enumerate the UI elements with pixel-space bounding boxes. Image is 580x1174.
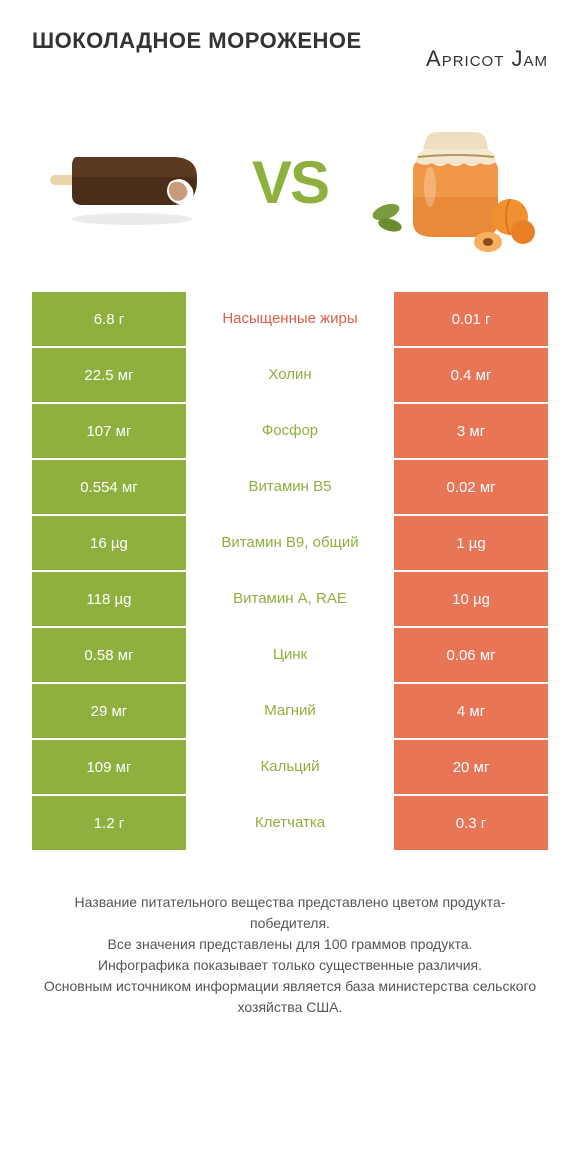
right-value-cell: 0.3 г (394, 796, 548, 852)
left-value-cell: 109 мг (32, 740, 186, 796)
right-value-cell: 0.4 мг (394, 348, 548, 404)
left-value-cell: 1.2 г (32, 796, 186, 852)
left-value-cell: 29 мг (32, 684, 186, 740)
right-value-cell: 3 мг (394, 404, 548, 460)
jam-icon (368, 107, 538, 257)
nutrient-name-cell: Витамин B5 (186, 460, 394, 516)
nutrient-name-cell: Витамин A, RAE (186, 572, 394, 628)
table-row: 0.554 мгВитамин B50.02 мг (32, 460, 548, 516)
left-product-title: ШОКОЛАДНОЕ МОРОЖЕНОЕ (32, 28, 362, 53)
nutrient-name-cell: Фосфор (186, 404, 394, 460)
right-product-title: Apricot Jam (426, 46, 548, 72)
table-row: 22.5 мгХолин0.4 мг (32, 348, 548, 404)
table-row: 118 µgВитамин A, RAE10 µg (32, 572, 548, 628)
right-value-cell: 0.02 мг (394, 460, 548, 516)
table-row: 29 мгМагний4 мг (32, 684, 548, 740)
table-row: 0.58 мгЦинк0.06 мг (32, 628, 548, 684)
nutrient-name-cell: Холин (186, 348, 394, 404)
nutrient-name-cell: Насыщенные жиры (186, 292, 394, 348)
footer-line: Инфографика показывает только существенн… (42, 955, 538, 976)
header: ШОКОЛАДНОЕ МОРОЖЕНОЕ Apricot Jam (32, 28, 548, 72)
footer-line: Название питательного вещества представл… (42, 892, 538, 934)
footer-notes: Название питательного вещества представл… (32, 892, 548, 1018)
nutrient-name-cell: Цинк (186, 628, 394, 684)
left-value-cell: 0.58 мг (32, 628, 186, 684)
left-value-cell: 22.5 мг (32, 348, 186, 404)
nutrient-name-cell: Кальций (186, 740, 394, 796)
vs-label: VS (252, 148, 328, 217)
right-value-cell: 10 µg (394, 572, 548, 628)
right-value-cell: 0.06 мг (394, 628, 548, 684)
table-row: 107 мгФосфор3 мг (32, 404, 548, 460)
table-row: 16 µgВитамин B9, общий1 µg (32, 516, 548, 572)
product-images-row: VS (32, 92, 548, 272)
nutrient-name-cell: Витамин B9, общий (186, 516, 394, 572)
table-row: 6.8 гНасыщенные жиры0.01 г (32, 292, 548, 348)
left-value-cell: 16 µg (32, 516, 186, 572)
right-value-cell: 0.01 г (394, 292, 548, 348)
table-row: 1.2 гКлетчатка0.3 г (32, 796, 548, 852)
left-value-cell: 118 µg (32, 572, 186, 628)
footer-line: Все значения представлены для 100 граммо… (42, 934, 538, 955)
right-value-cell: 4 мг (394, 684, 548, 740)
table-row: 109 мгКальций20 мг (32, 740, 548, 796)
right-product-image (368, 107, 538, 257)
nutrient-name-cell: Клетчатка (186, 796, 394, 852)
right-value-cell: 20 мг (394, 740, 548, 796)
left-product-image (42, 107, 212, 257)
comparison-table: 6.8 гНасыщенные жиры0.01 г22.5 мгХолин0.… (32, 292, 548, 852)
left-value-cell: 0.554 мг (32, 460, 186, 516)
left-value-cell: 107 мг (32, 404, 186, 460)
left-value-cell: 6.8 г (32, 292, 186, 348)
right-value-cell: 1 µg (394, 516, 548, 572)
footer-line: Основным источником информации является … (42, 976, 538, 1018)
icecream-icon (42, 127, 212, 237)
nutrient-name-cell: Магний (186, 684, 394, 740)
